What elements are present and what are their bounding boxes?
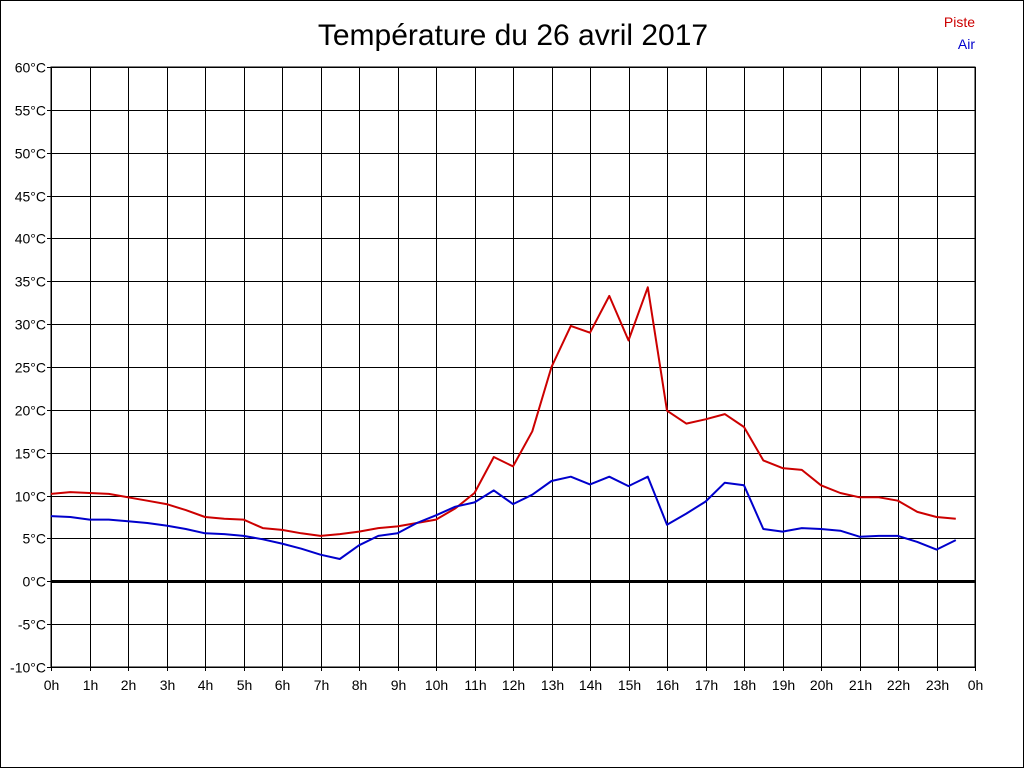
series-line-piste <box>50 286 956 537</box>
x-tick-label: 12h <box>502 677 525 693</box>
x-tick-label: 0h <box>44 677 60 693</box>
x-tick-label: 21h <box>849 677 872 693</box>
x-tick-label: 19h <box>772 677 795 693</box>
x-tick-label: 10h <box>425 677 448 693</box>
y-tick-label: 10°C <box>15 489 46 505</box>
y-tick-label: 30°C <box>15 317 46 333</box>
y-tick-label: 15°C <box>15 446 46 462</box>
x-tick-label: 4h <box>198 677 214 693</box>
y-tick-label: 35°C <box>15 274 46 290</box>
legend-piste: Piste <box>943 14 975 30</box>
y-tick-label: 50°C <box>15 146 46 162</box>
x-tick-label: 9h <box>391 677 407 693</box>
y-tick-label: 55°C <box>15 103 46 119</box>
x-tick-label: 8h <box>352 677 368 693</box>
x-tick-label: 1h <box>83 677 99 693</box>
x-tick-label: 5h <box>237 677 253 693</box>
x-tick-label: 22h <box>887 677 910 693</box>
x-tick-label: 17h <box>695 677 718 693</box>
x-tick-label: 13h <box>541 677 564 693</box>
x-tick-label: 6h <box>275 677 291 693</box>
x-tick-label: 3h <box>160 677 176 693</box>
y-tick-label: 40°C <box>15 231 46 247</box>
y-tick-label: -10°C <box>10 660 46 676</box>
y-tick-label: 5°C <box>23 531 47 547</box>
legend-air: Air <box>957 36 975 52</box>
x-tick-label: 14h <box>579 677 602 693</box>
x-tick-label: 0h <box>968 677 984 693</box>
x-tick-label: 15h <box>618 677 641 693</box>
chart-title: Température du 26 avril 2017 <box>317 19 709 52</box>
y-tick-label: 60°C <box>15 60 46 76</box>
x-tick-label: 20h <box>810 677 833 693</box>
x-tick-label: 18h <box>733 677 756 693</box>
y-tick-label: 45°C <box>15 189 46 205</box>
x-tick-label: 16h <box>656 677 679 693</box>
x-tick-label: 11h <box>464 677 486 693</box>
y-tick-label: 0°C <box>23 574 47 590</box>
x-tick-label: 23h <box>926 677 949 693</box>
series-line-air <box>50 475 957 560</box>
y-tick-label: -5°C <box>18 617 46 633</box>
y-tick-label: 25°C <box>15 360 46 376</box>
y-tick-label: 20°C <box>15 403 46 419</box>
x-tick-label: 2h <box>121 677 137 693</box>
x-tick-label: 7h <box>314 677 330 693</box>
